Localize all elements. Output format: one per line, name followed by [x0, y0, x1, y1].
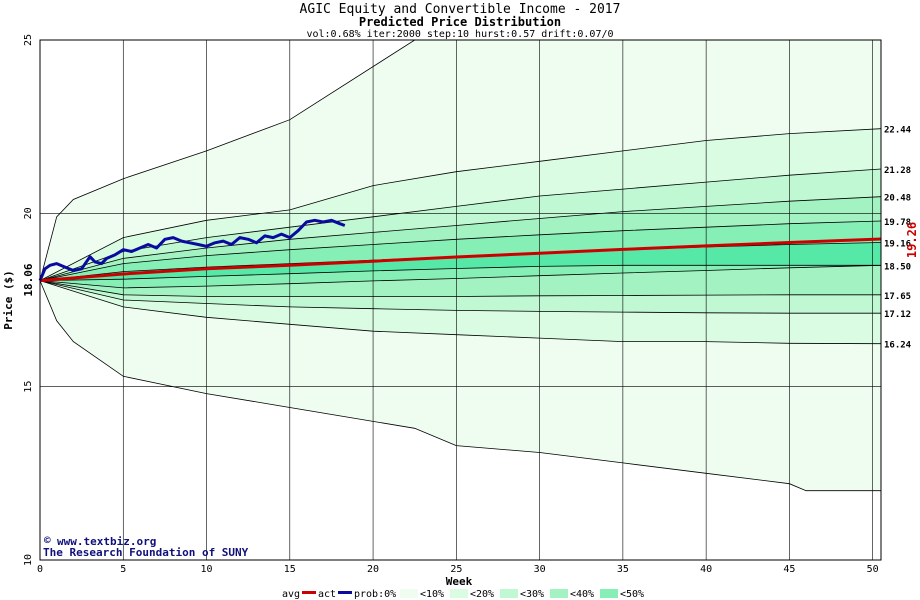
right-label-22.44: 22.44	[884, 126, 912, 136]
right-label-17.12: 17.12	[884, 310, 911, 320]
simulation-params: vol:0.68% iter:2000 step:10 hurst:0.57 d…	[306, 29, 613, 40]
legend-p40-label: <40%	[570, 589, 594, 600]
x-axis-label: Week	[446, 575, 473, 588]
x-tick-20: 20	[367, 564, 379, 575]
right-label-19.78: 19.78	[884, 218, 911, 228]
y-tick-15: 15	[23, 381, 34, 393]
x-tick-5: 5	[120, 564, 126, 575]
plot-frame	[39, 39, 882, 561]
x-tick-40: 40	[700, 564, 712, 575]
chart-title: AGIC Equity and Convertible Income - 201…	[300, 2, 621, 17]
grid-lines	[40, 40, 881, 560]
legend-p50-label: <50%	[620, 589, 644, 600]
legend-avg-label: avg	[282, 589, 300, 600]
legend-p10-label: <10%	[420, 589, 444, 600]
x-tick-0: 0	[37, 564, 43, 575]
right-label-21.28: 21.28	[884, 166, 911, 176]
legend-act-swatch	[338, 591, 352, 594]
x-tick-45: 45	[783, 564, 795, 575]
chart-subtitle: Predicted Price Distribution	[359, 15, 561, 29]
x-tick-25: 25	[450, 564, 462, 575]
x-tick-15: 15	[284, 564, 296, 575]
copyright-icon: ©	[44, 534, 51, 547]
y-tick-25: 25	[23, 34, 34, 46]
x-axis-ticks: 0 5 10 15 20 25 30 35 40 45 50	[37, 564, 879, 575]
legend-p20-swatch	[500, 589, 518, 598]
price-series	[38, 218, 882, 283]
probability-bands	[39, 39, 882, 492]
legend-avg-swatch	[302, 591, 316, 594]
right-label-17.65: 17.65	[884, 292, 911, 302]
right-label-20.48: 20.48	[884, 194, 911, 204]
legend: avg act prob:0% <10% <20% <30% <40% <50%	[282, 589, 644, 600]
right-percentile-labels: 22.44 21.28 20.48 19.78 19.16 18.50 17.65 17.12…	[884, 126, 912, 351]
credit-site: www.textbiz.org	[57, 535, 156, 548]
y-axis-label: Price ($)	[2, 270, 15, 330]
series-act-line	[38, 218, 346, 282]
legend-p10-swatch	[450, 589, 468, 598]
legend-p40-swatch	[600, 589, 618, 598]
legend-p0-label: prob:0%	[354, 589, 396, 600]
legend-p30-label: <30%	[520, 589, 544, 600]
x-tick-10: 10	[201, 564, 213, 575]
current-price-label: 19.26	[905, 222, 919, 258]
start-price-label: 18.06	[22, 263, 35, 296]
right-label-16.24: 16.24	[884, 341, 912, 351]
legend-p30-swatch	[550, 589, 568, 598]
x-tick-35: 35	[617, 564, 629, 575]
legend-act-label: act	[318, 589, 336, 600]
legend-p0-swatch	[400, 589, 418, 598]
y-tick-10: 10	[23, 554, 34, 566]
band-0-lower-edge	[39, 280, 881, 492]
y-axis-ticks: 10 15 20 25	[23, 34, 34, 566]
series-avg-line	[39, 237, 882, 283]
band-5-area	[40, 242, 881, 281]
x-tick-30: 30	[534, 564, 546, 575]
right-label-18.50: 18.50	[884, 262, 911, 272]
x-tick-50: 50	[867, 564, 879, 575]
y-tick-20: 20	[23, 207, 34, 219]
credit-org: The Research Foundation of SUNY	[43, 546, 249, 559]
legend-p20-label: <20%	[470, 589, 494, 600]
credit-block: © www.textbiz.org The Research Foundatio…	[43, 534, 249, 559]
right-label-19.16: 19.16	[884, 239, 911, 249]
